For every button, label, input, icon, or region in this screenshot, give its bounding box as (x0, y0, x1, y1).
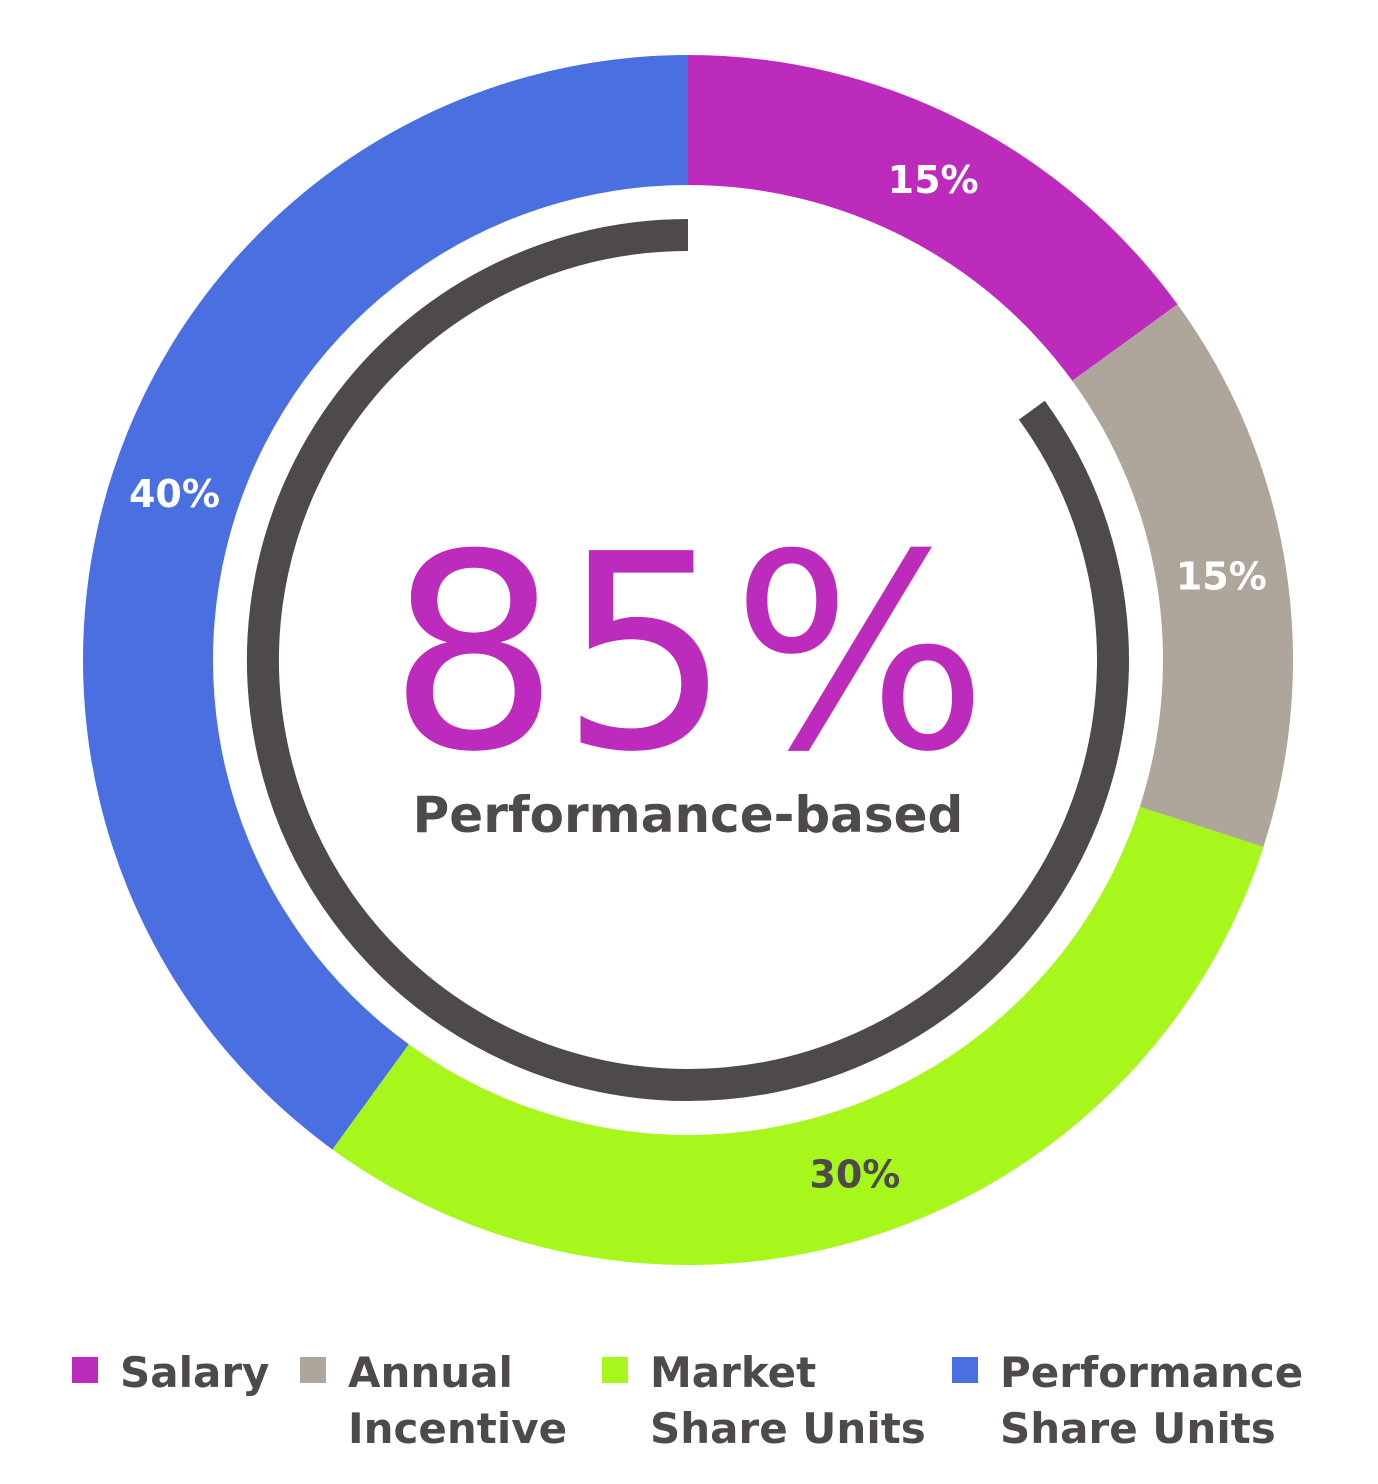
legend-item-performance-share-units: Performance Share Units (952, 1345, 1303, 1457)
performance-based-arc (247, 219, 1129, 1101)
legend-label-annual-incentive: Annual Incentive (348, 1345, 567, 1457)
center-percentage: 85% (388, 496, 988, 811)
slice-market-share-units (332, 806, 1264, 1265)
legend-label-line: Market (650, 1348, 817, 1397)
legend-item-annual-incentive: Annual Incentive (300, 1345, 567, 1457)
legend-label-line: Salary (120, 1348, 270, 1397)
legend-label-line: Performance (1000, 1348, 1304, 1397)
legend-label-salary: Salary (120, 1345, 269, 1401)
slice-label-performance-share-units: 40% (129, 472, 220, 516)
donut-slice-labels: 15% 15% 30% 40% (129, 158, 1267, 1197)
legend-item-salary: Salary (72, 1345, 269, 1401)
slice-label-market-share-units: 30% (809, 1153, 900, 1197)
legend-swatch-market-share-units (602, 1357, 628, 1383)
legend-label-line: Incentive (348, 1404, 568, 1453)
slice-performance-share-units (83, 55, 689, 1150)
legend-swatch-annual-incentive (300, 1357, 326, 1383)
slice-annual-incentive (1072, 304, 1293, 847)
legend-label-line: Share Units (650, 1404, 926, 1453)
legend: Salary Annual Incentive Market Share Uni… (0, 1345, 1378, 1475)
slice-label-annual-incentive: 15% (1176, 555, 1267, 599)
center-caption: Performance-based (413, 786, 964, 844)
donut-slices (83, 55, 1293, 1265)
legend-swatch-performance-share-units (952, 1357, 978, 1383)
slice-label-salary: 15% (888, 158, 979, 202)
donut-chart: 15% 15% 30% 40% 85% Performance-based (83, 55, 1293, 1265)
legend-label-line: Annual (348, 1348, 513, 1397)
legend-label-market-share-units: Market Share Units (650, 1345, 926, 1457)
legend-label-performance-share-units: Performance Share Units (1000, 1345, 1303, 1457)
legend-item-market-share-units: Market Share Units (602, 1345, 926, 1457)
legend-swatch-salary (72, 1357, 98, 1383)
slice-salary (688, 55, 1178, 381)
legend-label-line: Share Units (1000, 1404, 1276, 1453)
